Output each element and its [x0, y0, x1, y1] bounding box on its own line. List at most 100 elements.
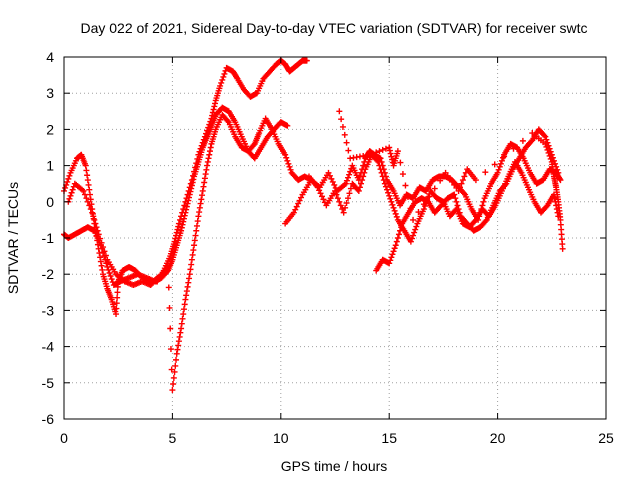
data-point — [87, 191, 94, 198]
data-point-interp — [84, 198, 91, 205]
data-point-interp — [94, 227, 101, 234]
data-point — [217, 82, 224, 89]
data-point — [388, 198, 395, 205]
data-point-interp — [385, 189, 392, 196]
data-point-interp — [384, 186, 391, 193]
data-point-interp — [198, 196, 205, 203]
data-point-interp — [345, 195, 352, 202]
x-tick-label: 0 — [60, 430, 68, 446]
data-point-interp — [390, 248, 397, 255]
data-point-interp — [186, 275, 193, 282]
data-point-interp — [90, 213, 97, 220]
data-point — [303, 57, 310, 64]
data-point-interp — [66, 172, 73, 179]
data-point-interp — [181, 301, 188, 308]
data-point-interp — [457, 184, 464, 191]
data-point-interp — [398, 224, 405, 231]
data-point-interp — [543, 203, 550, 210]
data-point-interp — [415, 209, 422, 216]
series-track-e — [305, 151, 562, 245]
data-point-interp — [184, 200, 191, 207]
data-point-interp — [391, 207, 398, 214]
data-point-interp — [204, 158, 211, 165]
data-point-interp — [361, 169, 368, 176]
y-tick-label: 0 — [46, 194, 54, 210]
data-point-interp — [358, 180, 365, 187]
data-point-interp — [99, 266, 106, 273]
data-point-interp — [295, 200, 302, 207]
data-point-interp — [114, 289, 121, 296]
data-point-interp — [91, 216, 98, 223]
data-point — [542, 140, 549, 147]
data-point-interp — [459, 177, 466, 184]
data-point — [186, 271, 193, 278]
data-point-interp — [317, 190, 324, 197]
data-point-interp — [187, 188, 194, 195]
data-point-interp — [189, 179, 196, 186]
data-point-interp — [318, 193, 325, 200]
data-point-interp — [92, 220, 99, 227]
data-point-interp — [87, 206, 94, 213]
data-point-interp — [180, 306, 187, 313]
data-point-interp — [188, 256, 195, 263]
data-point — [342, 180, 349, 187]
data-point-interp — [510, 145, 517, 152]
data-point-interp — [185, 197, 192, 204]
data-point — [386, 260, 393, 267]
data-point-interp — [113, 305, 120, 312]
data-point-interp — [411, 229, 418, 236]
data-point-interp — [180, 218, 187, 225]
data-point-interp — [551, 195, 558, 202]
data-point-interp — [402, 182, 409, 189]
data-point-interp — [206, 148, 213, 155]
data-point-interp — [498, 157, 505, 164]
data-point-interp — [170, 381, 177, 388]
data-point-interp — [191, 237, 198, 244]
data-point-interp — [83, 167, 90, 174]
data-point-interp — [326, 172, 333, 179]
data-point — [555, 169, 562, 176]
data-point-interp — [196, 204, 203, 211]
data-point-interp — [482, 218, 489, 225]
data-point-interp — [224, 117, 231, 124]
data-point-interp — [98, 239, 105, 246]
data-point-interp — [84, 177, 91, 184]
data-point-interp — [107, 273, 114, 280]
data-point-interp — [543, 143, 550, 150]
data-point-interp — [337, 202, 344, 209]
data-point-interp — [167, 346, 174, 353]
data-point-interp — [449, 178, 456, 185]
data-point-interp — [193, 222, 200, 229]
data-point-interp — [387, 150, 394, 157]
data-point-interp — [328, 175, 335, 182]
data-point — [178, 325, 185, 332]
data-point-interp — [382, 145, 389, 152]
data-point-interp — [187, 266, 194, 273]
data-point-interp — [186, 194, 193, 201]
data-point-interp — [174, 226, 181, 233]
x-tick-label: 15 — [381, 430, 397, 446]
data-point-interp — [394, 235, 401, 241]
x-axis-label: GPS time / hours — [281, 458, 388, 474]
chart-title: Day 022 of 2021, Sidereal Day-to-day VTE… — [80, 20, 587, 36]
data-point-interp — [86, 186, 93, 193]
data-point-interp — [397, 159, 404, 166]
data-point-interp — [176, 333, 183, 340]
data-point-interp — [390, 204, 397, 211]
data-point-interp — [178, 320, 185, 327]
data-point-interp — [203, 166, 210, 173]
data-point-interp — [171, 368, 178, 375]
data-point-interp — [431, 185, 438, 192]
data-point-interp — [183, 288, 190, 295]
data-point — [559, 245, 566, 252]
data-point-interp — [292, 206, 299, 213]
series-track-f — [373, 126, 562, 274]
data-point — [386, 144, 393, 151]
data-point-interp — [471, 218, 478, 225]
data-point-interp — [106, 269, 113, 276]
data-point-interp — [86, 202, 93, 209]
data-point-interp — [334, 195, 341, 202]
data-point — [314, 184, 321, 191]
data-point-interp — [544, 146, 551, 153]
data-point-interp — [455, 206, 462, 213]
